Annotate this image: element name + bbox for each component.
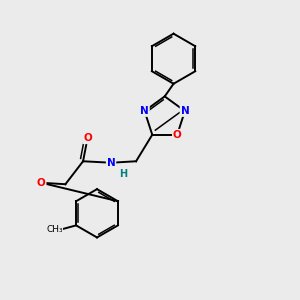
Text: O: O [83,133,92,143]
Text: H: H [119,169,128,179]
Text: N: N [181,106,189,116]
Text: CH₃: CH₃ [46,225,63,234]
Text: O: O [173,130,182,140]
Text: O: O [37,178,46,188]
Text: N: N [140,106,149,116]
Text: N: N [107,158,116,168]
